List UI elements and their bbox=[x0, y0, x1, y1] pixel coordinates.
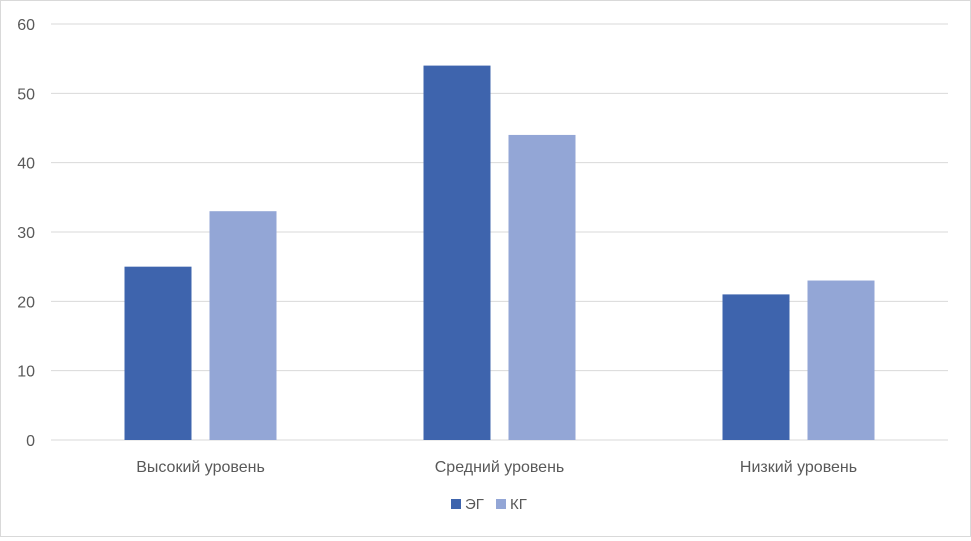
x-category-label: Низкий уровень bbox=[740, 459, 857, 476]
legend-label: КГ bbox=[510, 496, 527, 513]
bar-eg-0 bbox=[124, 266, 192, 440]
legend-swatch bbox=[451, 499, 461, 509]
bar-kg-2 bbox=[807, 280, 875, 440]
y-tick-label: 50 bbox=[17, 86, 35, 103]
y-tick-label: 60 bbox=[17, 17, 35, 34]
y-tick-label: 30 bbox=[17, 225, 35, 242]
legend-swatch bbox=[496, 499, 506, 509]
x-category-label: Высокий уровень bbox=[136, 459, 265, 476]
bar-eg-2 bbox=[722, 294, 790, 440]
x-category-label: Средний уровень bbox=[435, 459, 565, 476]
bar-eg-1 bbox=[423, 65, 491, 440]
bar-kg-0 bbox=[209, 211, 277, 440]
y-tick-label: 20 bbox=[17, 294, 35, 311]
y-tick-label: 10 bbox=[17, 364, 35, 381]
y-tick-label: 0 bbox=[26, 433, 35, 450]
bar-kg-1 bbox=[508, 134, 576, 440]
legend-label: ЭГ bbox=[465, 496, 484, 513]
y-tick-label: 40 bbox=[17, 156, 35, 173]
